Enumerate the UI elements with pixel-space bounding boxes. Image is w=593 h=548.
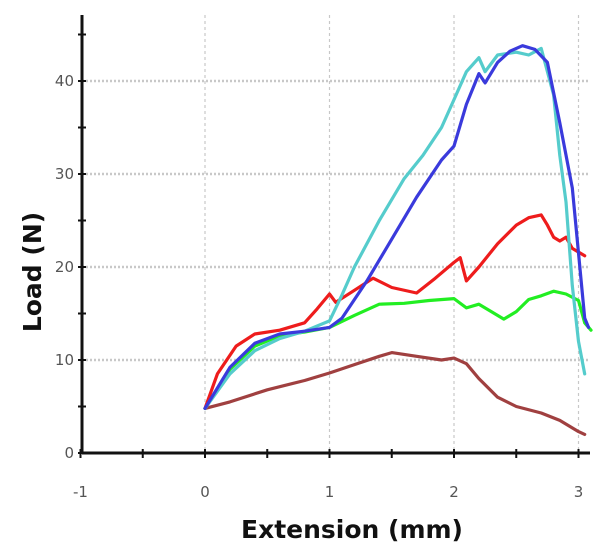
series-lines [203, 44, 593, 436]
x-tick-label: 1 [325, 483, 335, 501]
x-tick-label: 3 [574, 483, 584, 501]
x-tick-label: 0 [200, 483, 210, 501]
y-tick-label: 10 [55, 351, 74, 369]
y-tick-label: 0 [64, 444, 74, 462]
series-line-3 [203, 213, 587, 410]
y-tick-label: 20 [55, 258, 74, 276]
tick-marks [78, 33, 580, 458]
y-axis-title: Load (N) [18, 212, 47, 332]
gridlines [82, 15, 590, 453]
x-tick-label: -1 [73, 483, 88, 501]
series-line-1 [203, 351, 587, 436]
x-tick-label: 2 [449, 483, 459, 501]
y-tick-label: 40 [55, 72, 74, 90]
axes [80, 15, 590, 455]
y-tick-label: 30 [55, 165, 74, 183]
x-axis-title: Extension (mm) [241, 515, 463, 544]
series-line-5 [203, 44, 591, 410]
